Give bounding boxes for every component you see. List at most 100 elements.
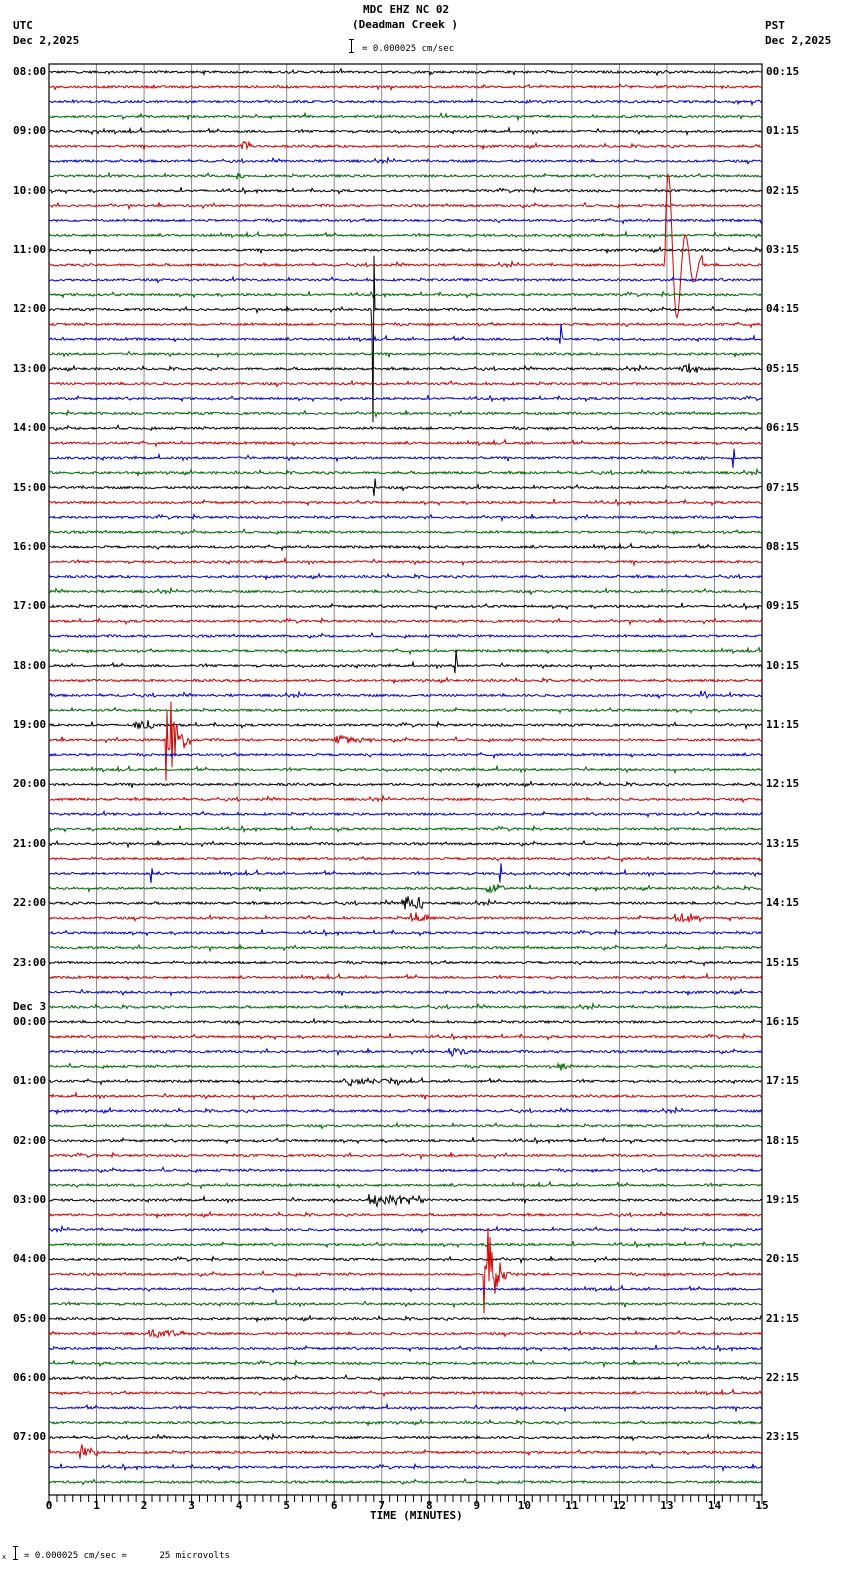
trace-row <box>48 649 763 674</box>
pst-hour-label: 03:15 <box>766 243 800 257</box>
trace-row <box>48 1373 763 1382</box>
trace-row <box>48 1105 763 1116</box>
trace-row <box>48 690 763 700</box>
trace-row <box>48 1402 763 1413</box>
pst-hour-label: 14:15 <box>766 896 800 910</box>
x-tick-label: 13 <box>660 1499 674 1512</box>
trace-row <box>48 1359 763 1369</box>
pst-hour-label: 08:15 <box>766 539 800 553</box>
utc-hour-label: 02:00 <box>13 1133 47 1147</box>
station-title: MDC EHZ NC 02 <box>363 3 450 16</box>
scale-text: = 0.000025 cm/sec <box>362 44 455 54</box>
trace-row <box>48 1432 763 1442</box>
utc-hour-label: 21:00 <box>13 836 47 850</box>
pst-hour-label: 12:15 <box>766 777 800 791</box>
trace-row <box>48 824 763 834</box>
trace-row <box>48 409 763 419</box>
utc-hour-label: 22:00 <box>13 896 47 910</box>
trace-row <box>48 1121 763 1130</box>
trace-row <box>48 1328 763 1339</box>
pst-hour-label: 02:15 <box>766 183 800 197</box>
trace-row <box>48 498 763 507</box>
trace-row <box>48 1418 763 1427</box>
trace-row <box>48 111 763 122</box>
trace-row <box>48 972 763 982</box>
utc-hour-label: 18:00 <box>13 658 47 672</box>
trace-row <box>48 275 763 284</box>
trace-row <box>48 1298 763 1309</box>
pst-hour-label: 06:15 <box>766 421 800 435</box>
trace-row <box>48 290 763 299</box>
trace-row <box>48 323 763 344</box>
trace-row <box>48 1344 763 1353</box>
trace-row <box>48 513 763 523</box>
trace-row <box>48 1180 763 1190</box>
pst-hour-label: 07:15 <box>766 480 800 494</box>
pst-hour-label: 04:15 <box>766 302 800 316</box>
scale-bar-icon-cap-top <box>349 39 354 40</box>
trace-row <box>48 217 763 225</box>
trace-row <box>48 884 763 894</box>
trace-row <box>48 155 763 166</box>
utc-hour-label: 13:00 <box>13 361 47 375</box>
trace-row <box>48 646 763 656</box>
trace-row <box>48 1194 763 1209</box>
trace-row <box>48 720 763 730</box>
trace-row <box>48 255 763 423</box>
trace-row <box>48 959 763 967</box>
trace-row <box>48 1166 763 1174</box>
trace-row <box>48 229 763 240</box>
trace-row <box>48 987 763 997</box>
trace-row <box>48 527 763 536</box>
x-tick-label: 4 <box>235 1499 243 1512</box>
x-tick-label: 11 <box>565 1499 579 1512</box>
x-tick-label: 14 <box>707 1499 722 1512</box>
utc-hour-label: 16:00 <box>13 539 47 553</box>
x-tick-label: 7 <box>378 1499 386 1512</box>
utc-hour-label: 15:00 <box>13 480 47 494</box>
trace-row <box>48 363 763 374</box>
footer-scale-text: = 0.000025 cm/sec = 25 microvolts <box>24 1551 230 1561</box>
footer-scale-bar-icon-cap-bottom <box>13 1559 18 1560</box>
trace-row <box>48 912 763 924</box>
trace-row <box>48 1151 763 1161</box>
footer-scale-bar-icon-cap-top <box>13 1546 18 1547</box>
trace-row <box>48 928 763 937</box>
trace-row <box>48 1017 763 1026</box>
pst-hour-label: 19:15 <box>766 1193 800 1206</box>
utc-hour-label: 07:00 <box>13 1430 47 1444</box>
trace-row <box>48 438 763 448</box>
x-tick-label: 15 <box>755 1499 769 1512</box>
pst-hour-label: 05:15 <box>766 361 800 375</box>
left-timezone: UTC <box>13 19 33 32</box>
x-tick-label: 2 <box>140 1499 148 1512</box>
pst-hour-label: 01:15 <box>766 124 800 138</box>
utc-hour-label: 09:00 <box>13 124 47 138</box>
trace-row <box>48 1227 763 1314</box>
trace-row <box>48 1444 763 1460</box>
x-tick-label: 1 <box>93 1499 100 1512</box>
trace-row <box>48 616 763 627</box>
trace-row <box>48 1136 763 1145</box>
pst-hour-label: 10:15 <box>766 658 800 672</box>
utc-hour-label: 03:00 <box>13 1193 47 1206</box>
trace-row <box>49 173 763 320</box>
utc-hour-label: 14:00 <box>13 421 47 435</box>
x-tick-label: 6 <box>330 1499 338 1512</box>
trace-row <box>48 97 763 107</box>
trace-row <box>48 1462 763 1473</box>
trace-row <box>48 350 763 359</box>
trace-row <box>48 863 763 884</box>
trace-row <box>48 676 763 685</box>
scale-bar-icon-cap-bottom <box>349 52 354 53</box>
x-tick-label: 0 <box>45 1499 53 1512</box>
trace-row <box>48 764 763 775</box>
trace-row <box>48 171 763 181</box>
pst-hour-label: 20:15 <box>766 1252 800 1266</box>
date-change-label: Dec 3 <box>13 999 47 1013</box>
x-tick-label: 5 <box>283 1499 290 1512</box>
trace-row <box>49 67 763 77</box>
utc-hour-label: 12:00 <box>13 302 47 316</box>
trace-row <box>48 556 763 567</box>
